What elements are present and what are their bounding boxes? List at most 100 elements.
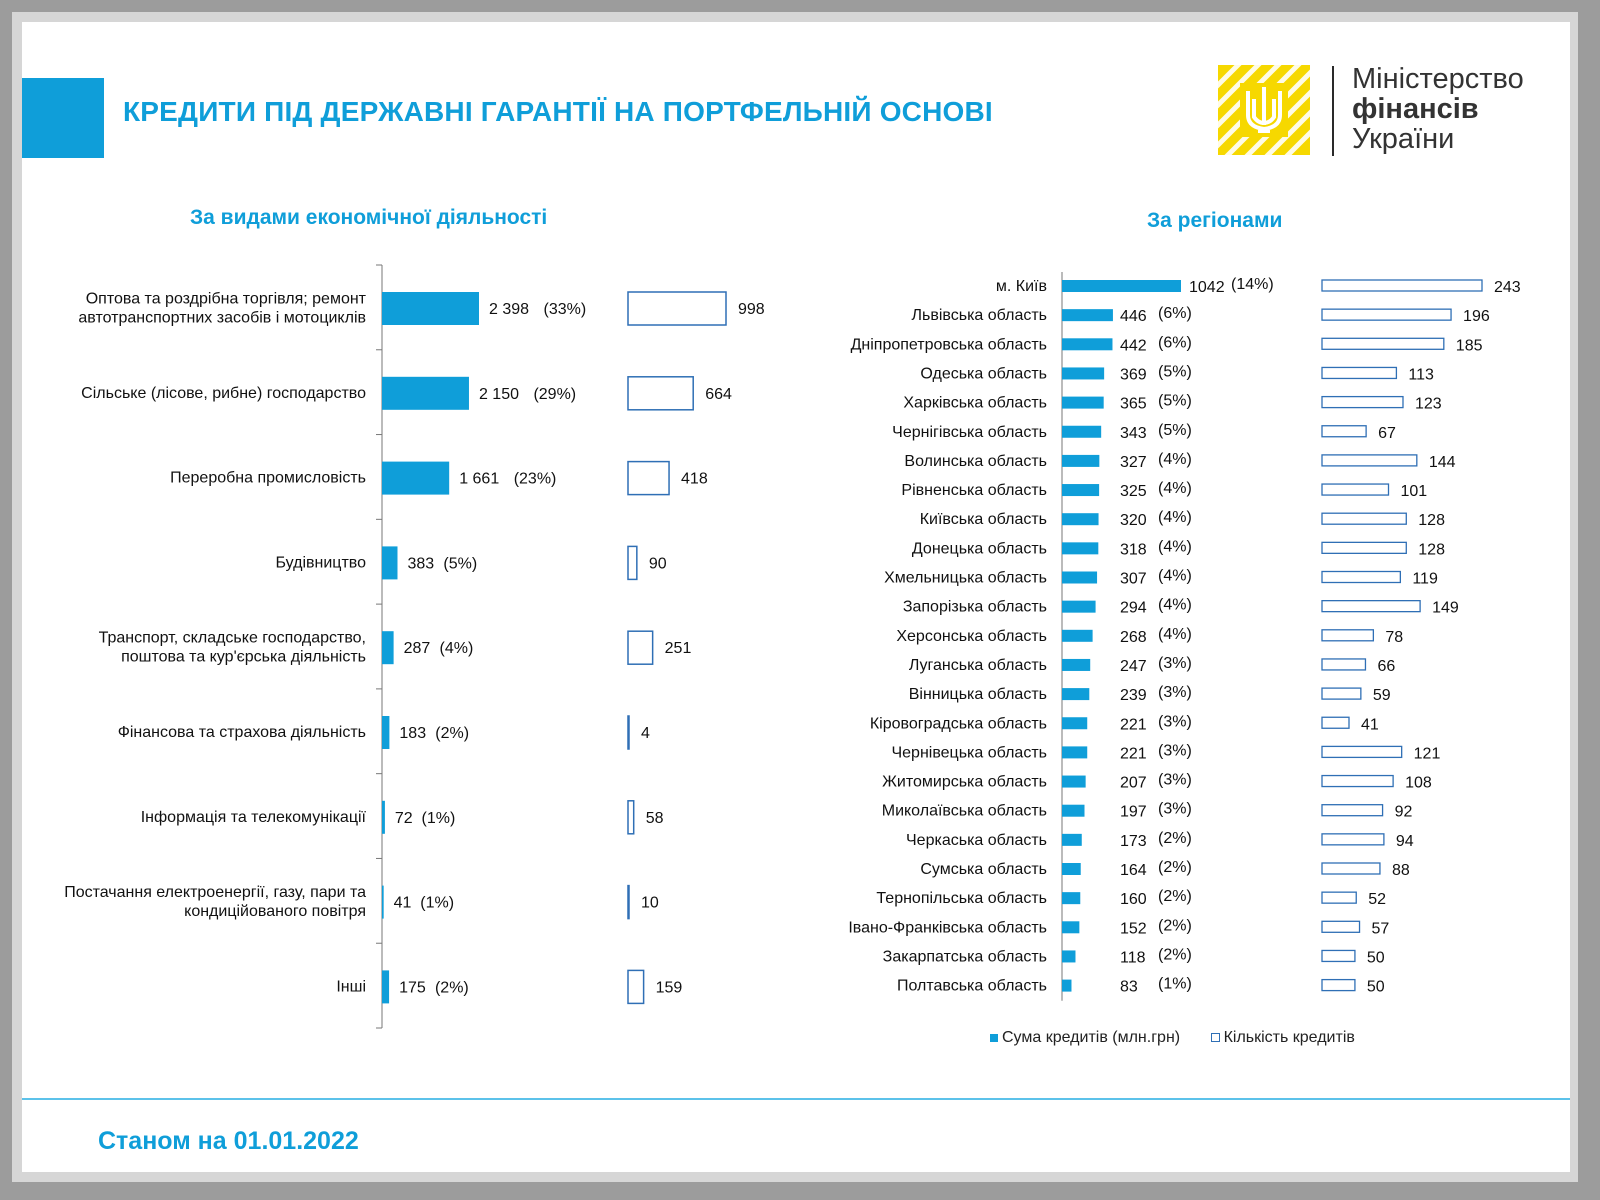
region-sum-value: 365	[1120, 396, 1147, 413]
region-sum-value: 307	[1120, 571, 1147, 588]
sector-sum-share: (29%)	[533, 386, 576, 403]
region-sum-bar	[1062, 542, 1099, 555]
region-count-value: 119	[1412, 571, 1438, 588]
region-count-value: 243	[1494, 279, 1521, 296]
sector-sum-value: 287	[404, 640, 431, 657]
sector-sum-value: 383	[407, 555, 434, 572]
sector-category-label: кондиційованого повітря	[184, 903, 366, 920]
region-sum-bar	[1062, 950, 1076, 963]
region-count-bar	[1321, 541, 1407, 554]
region-count-bar	[1321, 395, 1404, 409]
region-sum-bar	[1062, 892, 1081, 905]
sector-count-value: 418	[681, 471, 708, 488]
region-count-bar	[1321, 279, 1483, 292]
sector-sum-value: 72	[395, 810, 413, 827]
region-count-bar	[1321, 804, 1384, 817]
region-category-label: Луганська область	[909, 657, 1047, 674]
sector-sum-bar	[382, 292, 479, 325]
region-sum-bar	[1062, 571, 1098, 584]
region-sum-share: (5%)	[1158, 422, 1192, 439]
region-count-value: 128	[1418, 541, 1445, 558]
ministry-line-3: України	[1352, 123, 1455, 155]
region-count-value: 66	[1377, 658, 1395, 675]
region-count-bar	[1321, 978, 1356, 992]
region-category-label: Київська область	[920, 511, 1047, 528]
region-sum-value: 221	[1120, 745, 1147, 762]
sector-sum-bar	[382, 885, 384, 919]
region-sum-value: 294	[1120, 600, 1147, 617]
region-sum-value: 118	[1120, 949, 1146, 966]
region-count-bar	[1321, 600, 1421, 613]
region-category-label: Полтавська область	[897, 978, 1047, 995]
sector-count-bar	[627, 545, 638, 581]
region-sum-bar	[1062, 804, 1085, 817]
region-sum-bar	[1062, 688, 1090, 701]
region-sum-share: (5%)	[1158, 363, 1192, 380]
region-category-label: м. Київ	[996, 278, 1047, 295]
region-category-label: Херсонська область	[896, 628, 1047, 645]
sector-count-bar	[627, 715, 630, 750]
region-sum-bar	[1062, 629, 1093, 642]
region-sum-value: 83	[1120, 979, 1138, 996]
region-sum-share: (1%)	[1158, 976, 1192, 993]
region-count-value: 144	[1429, 454, 1456, 471]
legend-sum: Сума кредитів (млн.грн)	[990, 1029, 1180, 1047]
region-count-bar	[1321, 687, 1362, 700]
region-category-label: Івано-Франківська область	[848, 919, 1047, 936]
legend-sum-label: Сума кредитів (млн.грн)	[1002, 1029, 1181, 1046]
region-sum-bar	[1062, 454, 1100, 467]
sector-sum-share: (1%)	[422, 810, 456, 827]
region-sum-share: (6%)	[1158, 305, 1192, 322]
region-sum-bar	[1062, 484, 1100, 497]
region-sum-share: (3%)	[1158, 742, 1192, 759]
region-count-value: 50	[1367, 979, 1385, 996]
region-count-bar	[1321, 483, 1390, 496]
region-sum-value: 442	[1120, 337, 1147, 354]
sector-sum-value: 2 150	[479, 386, 519, 403]
region-count-value: 78	[1385, 629, 1403, 646]
region-sum-bar	[1062, 600, 1096, 613]
legend-count: Кількість кредитів	[1210, 1029, 1355, 1047]
region-sum-share: (2%)	[1158, 830, 1192, 847]
sector-count-value: 90	[649, 555, 667, 572]
region-sum-bar	[1062, 979, 1072, 992]
region-sum-value: 152	[1120, 920, 1147, 937]
legend-count-swatch-icon	[1210, 1033, 1220, 1043]
region-count-value: 67	[1378, 425, 1396, 442]
slide	[22, 22, 1570, 1172]
sector-count-value: 159	[656, 979, 683, 996]
region-sum-share: (5%)	[1158, 393, 1192, 410]
region-category-label: Вінницька область	[909, 686, 1047, 703]
sector-count-value: 10	[641, 895, 659, 912]
region-sum-value: 173	[1120, 833, 1147, 850]
region-sum-share: (3%)	[1158, 713, 1192, 730]
sector-count-bar	[627, 460, 670, 496]
region-count-value: 52	[1368, 891, 1386, 908]
region-category-label: Закарпатська область	[883, 948, 1047, 965]
region-count-bar	[1321, 337, 1445, 350]
region-sum-bar	[1062, 746, 1088, 759]
region-category-label: Кіровоградська область	[870, 715, 1047, 732]
sector-sum-share: (2%)	[435, 725, 469, 742]
region-count-value: 94	[1396, 833, 1414, 850]
region-sum-value: 327	[1120, 454, 1147, 471]
sector-sum-bar	[382, 461, 450, 495]
ministry-trident-logo-icon	[1218, 65, 1310, 155]
sector-count-bar	[627, 969, 645, 1005]
region-category-label: Сумська область	[920, 861, 1047, 878]
region-count-bar	[1321, 570, 1402, 584]
as-of-date: Станом на 01.01.2022	[98, 1127, 359, 1155]
region-sum-bar	[1062, 338, 1113, 351]
region-count-value: 123	[1415, 396, 1442, 413]
sector-count-value: 664	[705, 386, 732, 403]
region-sum-share: (2%)	[1158, 917, 1192, 934]
sector-count-bar	[627, 291, 727, 326]
region-sum-bar	[1062, 833, 1082, 846]
region-sum-share: (4%)	[1158, 568, 1192, 585]
sector-category-label: Фінансова та страхова діяльність	[118, 724, 366, 741]
region-sum-bar	[1062, 863, 1081, 875]
region-category-label: Рівненська область	[901, 482, 1047, 499]
region-category-label: Житомирська область	[882, 774, 1047, 791]
region-sum-value: 1042	[1189, 279, 1225, 296]
